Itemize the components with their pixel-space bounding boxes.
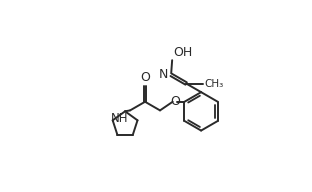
Text: N: N: [159, 68, 168, 81]
Text: OH: OH: [173, 46, 192, 59]
Text: NH: NH: [111, 112, 129, 125]
Text: O: O: [170, 95, 180, 108]
Text: CH₃: CH₃: [204, 79, 223, 89]
Text: O: O: [140, 71, 150, 84]
